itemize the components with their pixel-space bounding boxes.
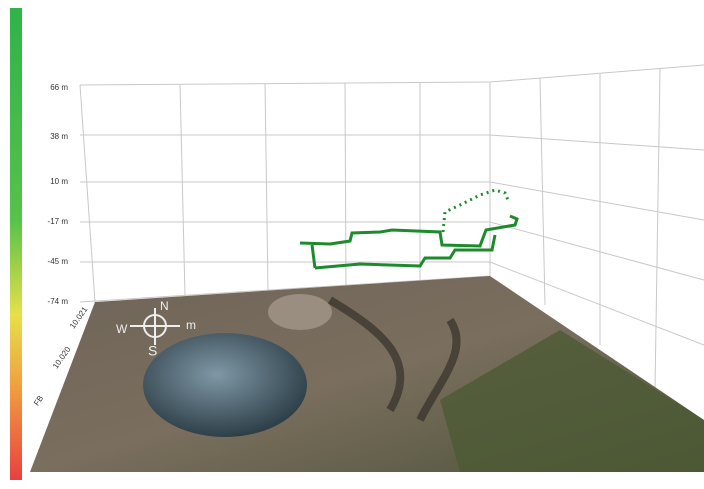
compass: N S W m <box>116 299 196 359</box>
z-tick-label: 10 m <box>50 177 68 186</box>
vegetation <box>440 330 704 472</box>
y-tick-label: FB <box>32 394 45 408</box>
compass-south: S <box>148 343 157 359</box>
z-tick-label: 38 m <box>50 132 68 141</box>
compass-west: W <box>116 322 128 336</box>
ridge <box>327 296 461 422</box>
track-dotted <box>441 188 510 233</box>
z-tick-label: -17 m <box>48 217 69 226</box>
track <box>299 214 519 248</box>
compass-north: N <box>160 299 169 313</box>
crater-lake <box>143 333 307 437</box>
z-tick-label: -45 m <box>48 257 69 266</box>
z-tick-label: 66 m <box>50 83 68 92</box>
colorbar <box>10 8 22 480</box>
grid <box>79 64 704 391</box>
track <box>310 244 317 269</box>
crater-small <box>268 294 332 330</box>
compass-east: m <box>186 318 196 332</box>
z-axis: 66 m 38 m 10 m -17 m -45 m -74 m <box>48 83 69 306</box>
track <box>314 234 497 270</box>
y-tick-label: 10.020 <box>51 345 73 371</box>
z-tick-label: -74 m <box>48 297 69 306</box>
